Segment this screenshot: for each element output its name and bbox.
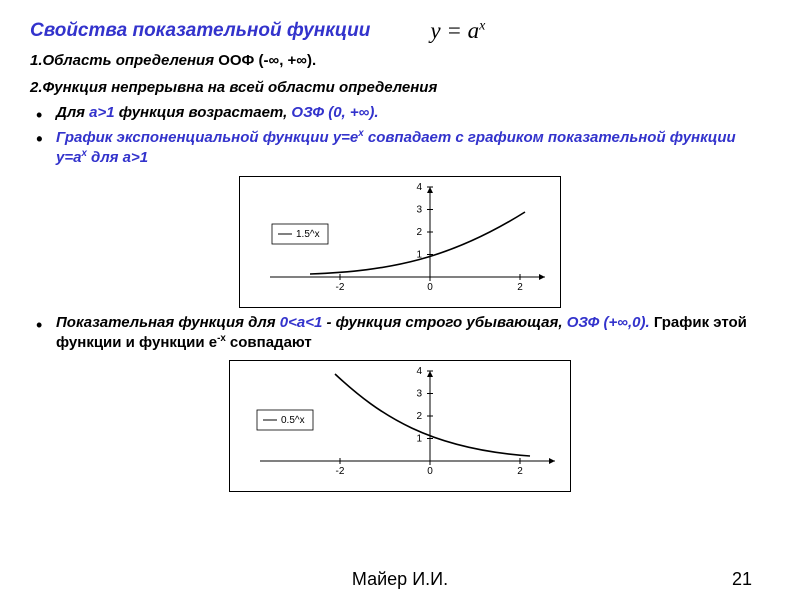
svg-text:2: 2 [416, 227, 422, 238]
svg-text:2: 2 [517, 466, 523, 477]
svg-text:0: 0 [427, 466, 433, 477]
bullet-a-gt-1: Для a>1 функция возрастает, ОЗФ (0, +∞). [30, 104, 770, 123]
property-1: 1.Область определения ООФ (-∞, +∞). [30, 52, 770, 71]
svg-text:2: 2 [416, 411, 422, 422]
property-2: 2.Функция непрерывна на всей области опр… [30, 79, 770, 98]
svg-text:0: 0 [427, 282, 433, 293]
page-title: Свойства показательной функции [30, 20, 370, 42]
svg-text:-2: -2 [336, 282, 345, 293]
chart-decreasing: 1 2 3 4 -2 0 2 0.5^x [229, 360, 571, 492]
svg-text:2: 2 [517, 282, 523, 293]
page-number: 21 [732, 569, 752, 590]
bullet-a-lt-1: Показательная функция для 0<a<1 - функци… [30, 314, 770, 353]
bullet-graph-exp: График экспоненциальной функции y=ex сов… [30, 128, 770, 168]
svg-text:4: 4 [416, 366, 422, 377]
footer-author: Майер И.И. [352, 569, 448, 590]
svg-text:1.5^x: 1.5^x [296, 229, 320, 240]
chart-increasing: 1234-2021.5^x [239, 176, 561, 308]
title-formula: y = ax [430, 18, 485, 44]
svg-text:4: 4 [416, 182, 422, 193]
svg-text:3: 3 [416, 389, 422, 400]
svg-text:0.5^x: 0.5^x [281, 415, 305, 426]
svg-text:1: 1 [416, 434, 422, 445]
slide-footer: Майер И.И. 21 [0, 569, 800, 590]
svg-text:3: 3 [416, 204, 422, 215]
svg-text:-2: -2 [336, 466, 345, 477]
